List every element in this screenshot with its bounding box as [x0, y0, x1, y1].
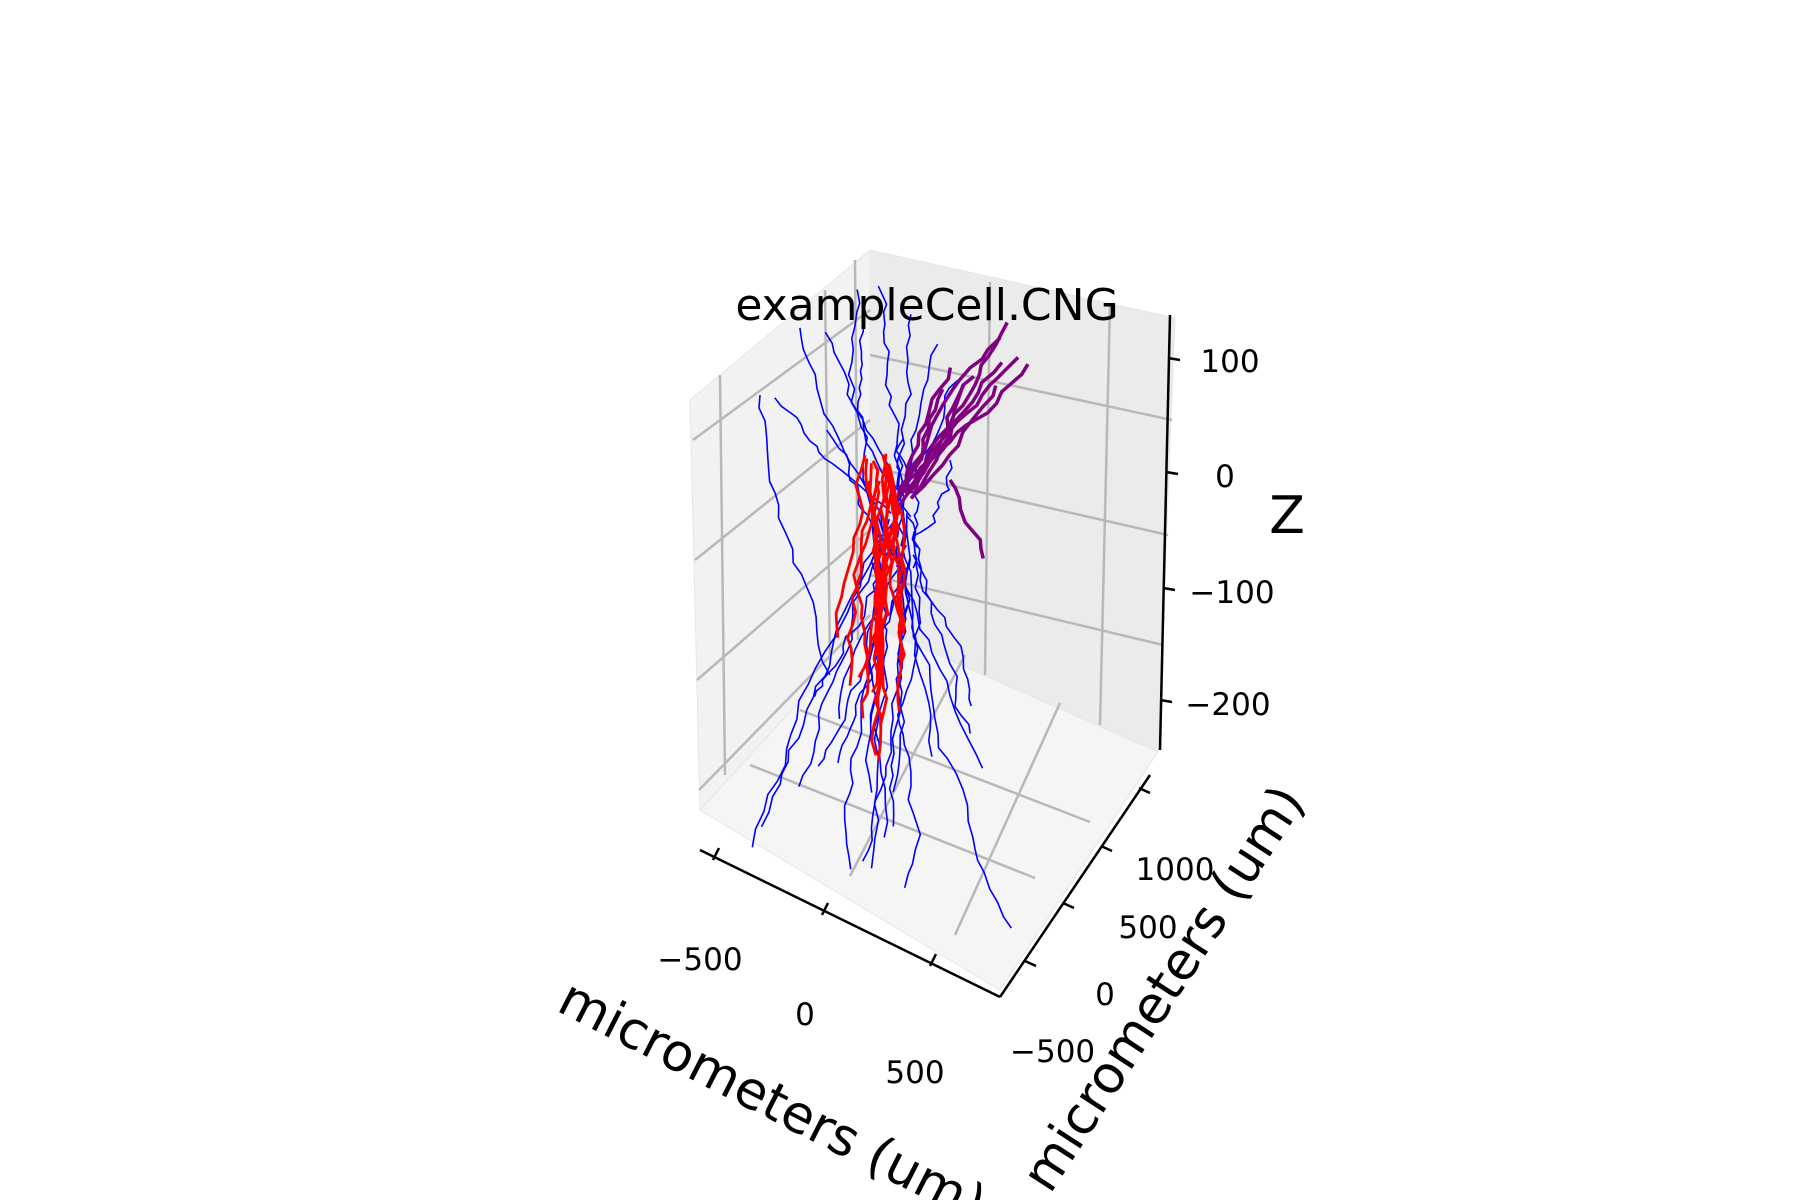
y-tick-label: 500 [1118, 910, 1177, 946]
blue-trace [912, 459, 953, 569]
blue-trace [897, 560, 922, 888]
neuron-traces [751, 285, 1030, 929]
y-axis-line [998, 774, 1152, 998]
blue-trace [912, 554, 971, 734]
purple-trace [900, 367, 953, 496]
z-tick-label: −200 [1185, 687, 1270, 723]
purple-trace [897, 361, 1004, 495]
x-tick-label: −500 [657, 942, 742, 978]
blue-trace [838, 544, 907, 720]
axis-ticks [711, 356, 1181, 968]
red-trace [870, 469, 884, 756]
z-axis-line [1158, 314, 1172, 751]
chart-title: exampleCell.CNG [735, 280, 1118, 331]
axis-lines [699, 314, 1172, 999]
x-tick-label: 0 [795, 997, 815, 1033]
z-tick-label: −100 [1189, 575, 1274, 611]
blue-trace [760, 539, 881, 828]
red-trace [855, 480, 882, 719]
y-tick-label: 0 [1095, 977, 1115, 1013]
red-trace [834, 454, 867, 638]
purple-trace [948, 479, 985, 559]
y-tick-label: 1000 [1136, 852, 1215, 888]
z-tick-label: 0 [1215, 459, 1235, 495]
blue-trace [906, 515, 972, 707]
blue-trace [895, 545, 1012, 929]
blue-trace [798, 531, 895, 787]
blue-trace [824, 331, 912, 518]
red-trace [879, 454, 890, 617]
red-trace [890, 478, 906, 634]
x-axis-line [699, 848, 1001, 999]
purple-trace [911, 385, 998, 498]
purple-trace [896, 336, 1002, 492]
blue-trace [758, 394, 831, 676]
z-axis-title: Z [1269, 486, 1305, 546]
red-trace [885, 463, 906, 666]
y-tick-label: −500 [1010, 1034, 1095, 1070]
purple-trace [898, 356, 1020, 507]
x-tick-label: 500 [885, 1055, 944, 1091]
z-tick-label: 100 [1200, 344, 1259, 380]
blue-trace [799, 327, 893, 566]
